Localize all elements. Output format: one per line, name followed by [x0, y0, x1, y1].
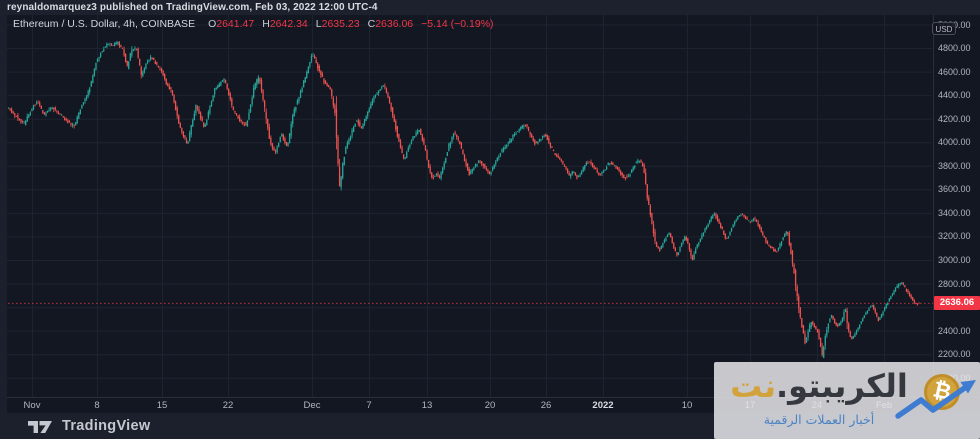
currency-unit-button[interactable]: USD [932, 22, 956, 35]
price-axis-label: 4000.00 [938, 137, 971, 148]
time-axis-label: Nov [23, 400, 41, 411]
time-axis-label: 15 [156, 400, 168, 411]
header-bar: reynaldomarquez3 published on TradingVie… [0, 0, 980, 15]
price-axis-label: 4800.00 [938, 43, 971, 53]
legend-symbol[interactable]: Ethereum / U.S. Dollar, 4h, COINBASE [13, 18, 196, 30]
price-axis-border [933, 15, 934, 413]
price-axis-label: 3800.00 [938, 160, 971, 171]
price-axis-label: 3400.00 [938, 207, 971, 218]
trend-arrow-icon [895, 380, 976, 419]
watermark-title-suffix: نت [730, 367, 777, 405]
price-axis-label: 2400.00 [938, 325, 971, 336]
watermark-title: الكريبتو.نت [718, 363, 920, 409]
price-axis-label: 3000.00 [938, 255, 971, 265]
candlestick-chart[interactable] [7, 15, 933, 397]
legend-ohlc-item: O2641.47 [208, 18, 255, 30]
time-axis-label: 7 [366, 400, 372, 411]
tradingview-logo-icon [28, 420, 52, 433]
tradingview-logo-text: TradingView [62, 418, 151, 434]
tradingview-logo[interactable]: TradingView [27, 413, 150, 439]
time-axis-label: 13 [421, 400, 433, 411]
watermark-title-main: الكريبتو. [776, 367, 908, 405]
time-axis-label: 22 [222, 400, 234, 411]
legend-ohlc: O2641.47 H2642.34 L2635.23 C2636.06 [208, 18, 421, 31]
legend-ohlc-item: L2635.23 [315, 18, 360, 30]
price-axis-label: 3200.00 [938, 231, 971, 242]
price-axis-label: 4400.00 [938, 90, 971, 101]
current-price-label: 2636.06 [934, 296, 980, 311]
time-axis-label: 10 [681, 400, 693, 411]
time-axis-label: 26 [540, 400, 552, 411]
price-axis-label: 2800.00 [938, 278, 971, 289]
legend-change: −5.14 (−0.19%) [421, 18, 494, 30]
watermark-subtitle: أخبار العملات الرقمية [763, 412, 875, 427]
time-axis-label: Dec [303, 400, 321, 411]
price-axis-label: 2200.00 [938, 349, 971, 360]
time-axis-label: 2022 [592, 400, 614, 411]
price-axis-label: 3600.00 [938, 184, 971, 195]
time-axis-border [7, 397, 980, 398]
legend-ohlc-item: H2642.34 [262, 18, 308, 30]
price-axis-label: 4200.00 [938, 113, 971, 124]
attribution-text: reynaldomarquez3 published on TradingVie… [7, 2, 378, 13]
watermark: الكريبتو.نت أخبار العملات الرقمية ₿ [714, 362, 980, 439]
chart-legend: Ethereum / U.S. Dollar, 4h, COINBASE O26… [13, 18, 494, 31]
legend-ohlc-item: C2636.06 [367, 18, 414, 30]
price-axis-label: 4600.00 [938, 66, 971, 77]
time-axis-label: 8 [94, 400, 100, 411]
time-axis-label: 20 [484, 400, 496, 411]
